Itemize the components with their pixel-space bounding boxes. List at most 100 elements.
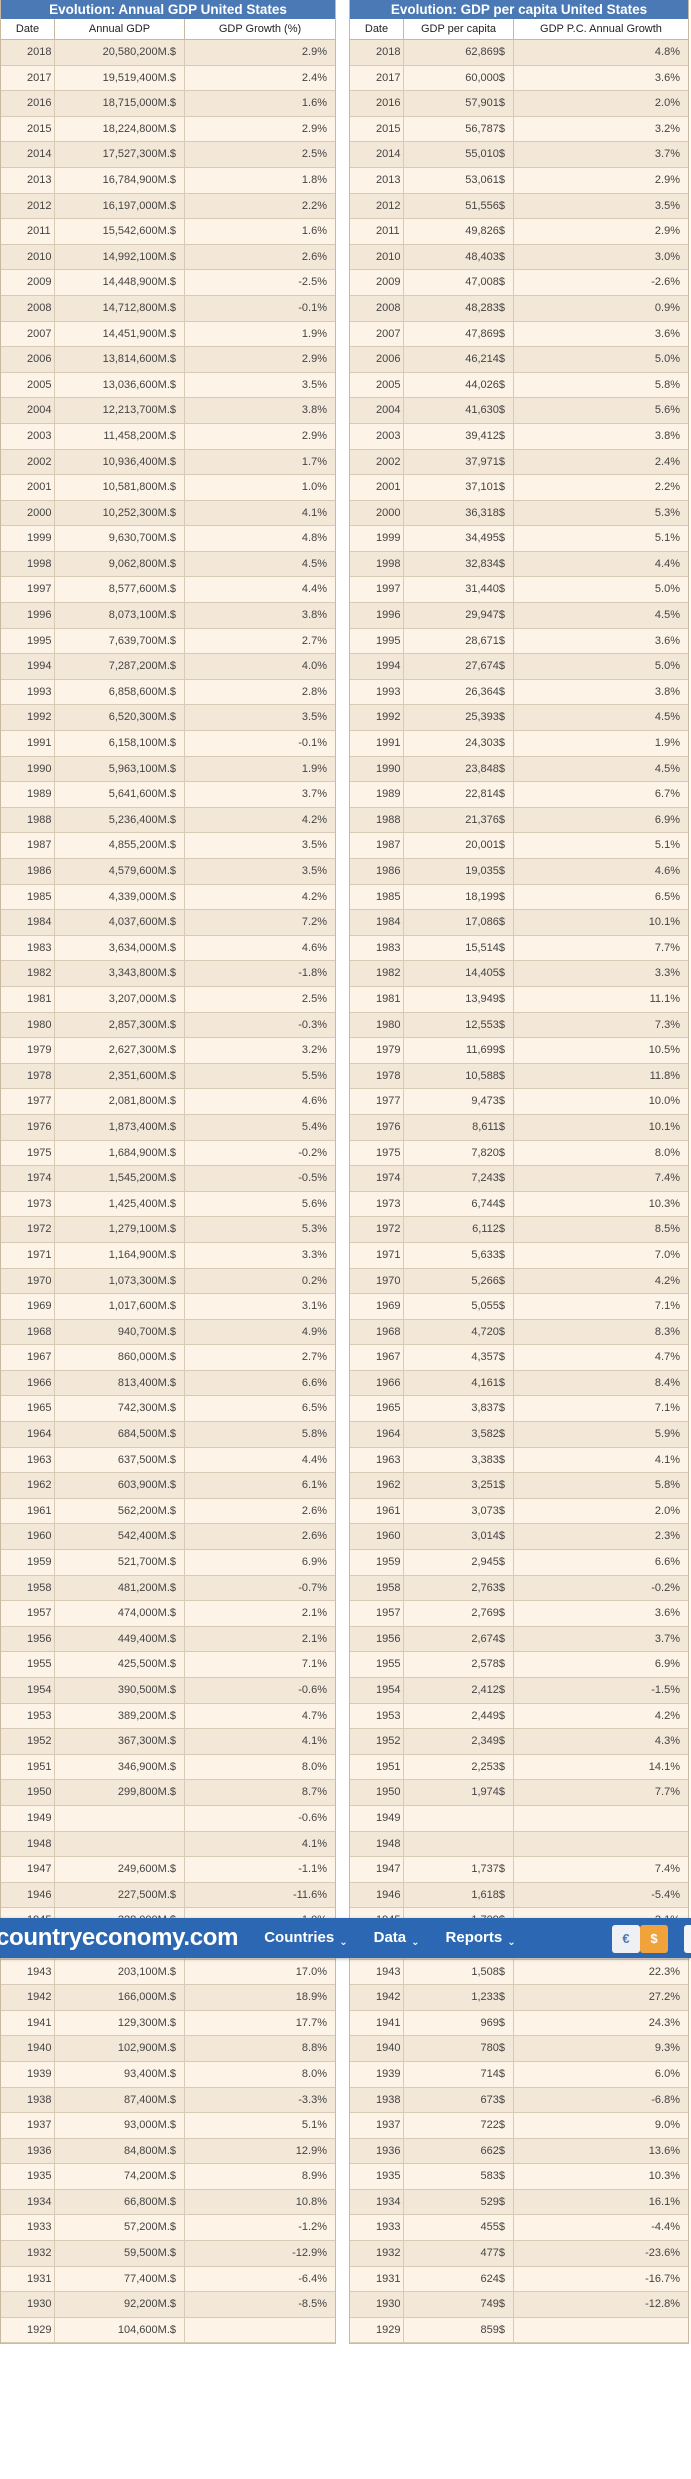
table-row: 1950 1,974$ 7.7% [350,1780,688,1806]
cell-gdp-pc-growth: -23.6% [645,2247,680,2260]
cell-gdp-per-capita: 12,553$ [404,1012,514,1038]
cell-gdp-growth: 5.8% [301,1428,327,1441]
cell-date: 1984 [350,910,404,935]
cell-date: 1967 [350,1345,404,1370]
cell-gdp-per-capita: 48,283$ [404,295,514,321]
cell-gdp-per-capita: 62,869$ [404,40,514,65]
cell-gdp-per-capita: 44,026$ [404,372,514,398]
table-row: 1948 [350,1831,688,1858]
cell-gdp-pc-growth: 3.5% [654,199,680,212]
cell-annual-gdp: 203,100M.$ [55,1959,185,1985]
cell-date: 1939 [1,2061,55,2087]
cell-date: 2014 [1,142,55,167]
cell-date: 1954 [350,1678,404,1703]
cell-gdp-pc-growth: 10.0% [648,1095,680,1108]
cell-date: 1993 [350,679,404,705]
cell-gdp-growth: 6.1% [301,1479,327,1492]
gdp-table-header: Date Annual GDP GDP Growth (%) [1,19,335,40]
cell-annual-gdp: 8,073,100M.$ [55,603,185,628]
cell-date: 1994 [1,654,55,679]
cell-gdp-pc-growth: 3.6% [654,634,680,647]
table-row: 1968 940,700M.$ 4.9% [1,1319,335,1346]
cell-date: 1948 [350,1831,404,1857]
cell-date: 1934 [1,2189,55,2215]
cell-date: 1936 [1,2138,55,2164]
cell-date: 1943 [350,1959,404,1985]
cell-gdp-per-capita: 5,055$ [404,1294,514,1319]
table-row: 2003 39,412$ 3.8% [350,423,688,450]
nav-countries[interactable]: Countries ⌄ [264,1929,347,1948]
table-row: 1999 34,495$ 5.1% [350,526,688,552]
nav-reports[interactable]: Reports ⌄ [446,1929,516,1948]
gdp-table-body: 2018 20,580,200M.$ 2.9% 2017 19,519,400M.$ 2.… [1,40,335,2344]
table-row: 1983 3,634,000M.$ 4.6% [1,935,335,962]
table-row: 1980 2,857,300M.$ -0.3% [1,1012,335,1039]
cell-date: 1976 [350,1114,404,1140]
cell-gdp-growth: 2.1% [301,1607,327,1620]
cell-gdp-growth: 2.7% [301,634,327,647]
cell-gdp-growth: 1.9% [301,762,327,775]
cell-annual-gdp: 6,858,600M.$ [55,679,185,705]
nav-overflow-button[interactable] [684,1925,691,1953]
cell-gdp-growth: -0.5% [298,1172,327,1185]
table-row: 1931 624$ -16.7% [350,2266,688,2293]
cell-gdp-per-capita: 722$ [404,2113,514,2138]
currency-eur-button[interactable]: € [612,1925,640,1953]
cell-date: 1988 [350,807,404,833]
cell-annual-gdp: 940,700M.$ [55,1319,185,1345]
cell-date: 1933 [1,2215,55,2241]
cell-gdp-per-capita: 25,393$ [404,705,514,731]
cell-date: 1999 [350,526,404,551]
cell-date: 1983 [1,935,55,961]
table-row: 2000 10,252,300M.$ 4.1% [1,500,335,527]
cell-gdp-growth: -0.1% [298,301,327,314]
cell-gdp-per-capita: 26,364$ [404,679,514,705]
cell-annual-gdp: 9,630,700M.$ [55,526,185,551]
cell-gdp-pc-growth: 0.9% [654,301,680,314]
table-row: 1942 1,233$ 27.2% [350,1985,688,2011]
site-logo[interactable]: countryeconomy.com [0,1924,239,1951]
table-row: 1957 474,000M.$ 2.1% [1,1601,335,1627]
cell-gdp-pc-growth: 6.7% [654,788,680,801]
cell-gdp-pc-growth: 1.9% [654,737,680,750]
cell-gdp-per-capita: 1,737$ [404,1857,514,1882]
cell-gdp-pc-growth: 2.0% [654,97,680,110]
table-row: 1933 455$ -4.4% [350,2215,688,2242]
cell-annual-gdp: 2,351,600M.$ [55,1063,185,1089]
table-row: 2011 15,542,600M.$ 1.6% [1,219,335,245]
currency-usd-button[interactable]: $ [640,1925,668,1953]
cell-gdp-growth: 4.9% [301,1325,327,1338]
cell-gdp-per-capita: 3,383$ [404,1447,514,1473]
cell-gdp-pc-growth: 8.5% [654,1223,680,1236]
cell-date: 1941 [1,2010,55,2036]
table-row: 1947 249,600M.$ -1.1% [1,1857,335,1883]
cell-gdp-pc-growth: 5.9% [654,1428,680,1441]
cell-gdp-per-capita: 55,010$ [404,142,514,167]
cell-gdp-per-capita: 2,763$ [404,1575,514,1601]
cell-gdp-pc-growth: 3.7% [654,148,680,161]
table-row: 1954 390,500M.$ -0.6% [1,1678,335,1704]
cell-date: 1971 [350,1242,404,1268]
cell-date: 1966 [1,1370,55,1396]
table-row: 2001 37,101$ 2.2% [350,475,688,501]
nav-data[interactable]: Data ⌄ [374,1929,420,1948]
cell-gdp-growth: 1.7% [301,455,327,468]
cell-gdp-growth: 1.0% [301,481,327,494]
table-row: 2004 41,630$ 5.6% [350,398,688,424]
cell-gdp-growth: 2.5% [301,148,327,161]
table-row: 2011 49,826$ 2.9% [350,219,688,245]
cell-gdp-growth: -0.6% [298,1684,327,1696]
cell-gdp-per-capita: 2,945$ [404,1550,514,1575]
table-row: 1997 8,577,600M.$ 4.4% [1,577,335,604]
cell-gdp-growth: 2.5% [301,992,327,1005]
cell-gdp-pc-growth: 9.0% [654,2119,680,2132]
cell-annual-gdp: 19,519,400M.$ [55,65,185,91]
table-row: 1966 4,161$ 8.4% [350,1370,688,1397]
cell-gdp-growth: 2.9% [301,353,327,366]
table-row: 1989 5,641,600M.$ 3.7% [1,782,335,808]
cell-gdp-growth: 12.9% [295,2144,327,2157]
cell-gdp-growth: 8.8% [301,2042,327,2055]
cell-date: 2010 [350,244,404,270]
cell-date: 1984 [1,910,55,935]
table-row: 1996 8,073,100M.$ 3.8% [1,603,335,629]
